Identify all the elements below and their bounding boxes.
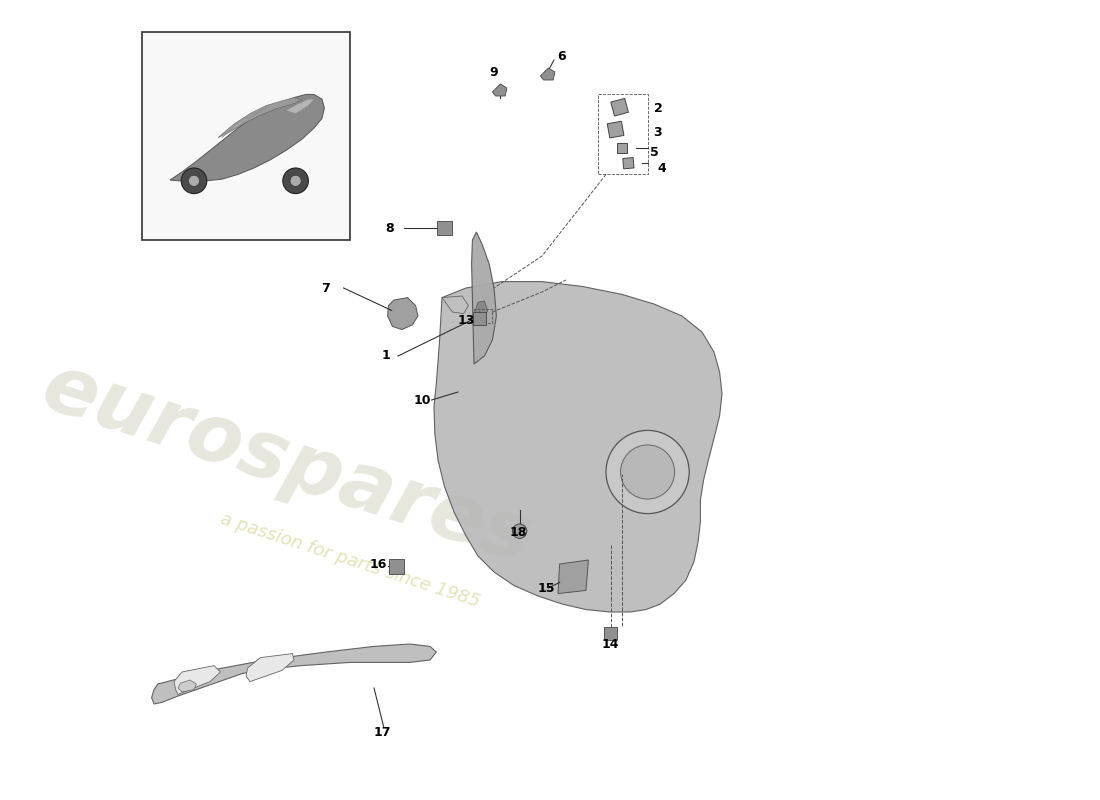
- Polygon shape: [475, 301, 487, 322]
- Bar: [623, 158, 634, 169]
- Circle shape: [182, 168, 207, 194]
- Bar: [610, 98, 628, 116]
- Text: 10: 10: [414, 394, 431, 406]
- Bar: [617, 143, 627, 153]
- Polygon shape: [286, 99, 313, 114]
- Text: 14: 14: [602, 638, 618, 650]
- Circle shape: [290, 175, 301, 186]
- Text: 17: 17: [373, 726, 390, 738]
- Polygon shape: [493, 84, 507, 96]
- Text: 5: 5: [650, 146, 659, 158]
- Text: 8: 8: [386, 222, 394, 234]
- Polygon shape: [170, 94, 324, 181]
- Circle shape: [620, 445, 674, 499]
- Polygon shape: [604, 627, 617, 640]
- Circle shape: [283, 168, 308, 194]
- Polygon shape: [174, 666, 220, 694]
- Bar: [142, 32, 350, 240]
- Polygon shape: [152, 644, 437, 704]
- Text: 9: 9: [490, 66, 498, 78]
- Text: 15: 15: [537, 582, 554, 594]
- Polygon shape: [473, 312, 486, 325]
- Polygon shape: [389, 559, 404, 574]
- Text: eurospares: eurospares: [32, 348, 540, 580]
- Polygon shape: [437, 221, 452, 235]
- Polygon shape: [442, 296, 469, 314]
- Polygon shape: [434, 282, 722, 612]
- Polygon shape: [178, 680, 197, 692]
- Polygon shape: [222, 107, 267, 138]
- Text: 6: 6: [558, 50, 566, 62]
- Text: 1: 1: [382, 350, 390, 362]
- Polygon shape: [558, 560, 589, 594]
- Text: 7: 7: [321, 282, 330, 294]
- Polygon shape: [246, 654, 294, 682]
- Text: 18: 18: [509, 526, 527, 538]
- Text: 16: 16: [370, 558, 387, 570]
- Text: 2: 2: [653, 102, 662, 114]
- Text: 4: 4: [658, 162, 667, 174]
- Polygon shape: [472, 232, 496, 364]
- Circle shape: [188, 175, 199, 186]
- Polygon shape: [540, 68, 554, 80]
- Text: a passion for parts since 1985: a passion for parts since 1985: [218, 510, 482, 610]
- Polygon shape: [387, 298, 418, 330]
- Circle shape: [513, 524, 527, 538]
- Text: 3: 3: [653, 126, 662, 138]
- Text: 13: 13: [458, 314, 475, 326]
- Bar: [607, 122, 624, 138]
- Circle shape: [606, 430, 690, 514]
- Polygon shape: [218, 98, 302, 138]
